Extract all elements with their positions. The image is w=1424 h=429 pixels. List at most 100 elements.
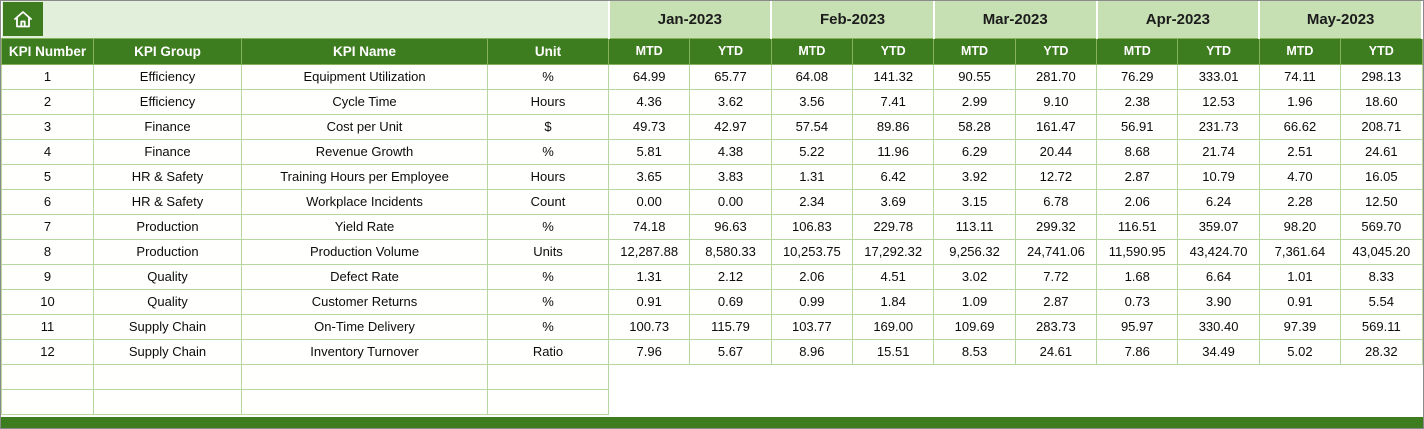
cell-value[interactable]: 42.97 bbox=[689, 113, 772, 140]
cell-kpi-group[interactable]: Supply Chain bbox=[93, 338, 242, 365]
month-header[interactable]: Mar-2023 bbox=[932, 1, 1098, 38]
cell-value[interactable]: 8.68 bbox=[1096, 138, 1179, 165]
cell-kpi-name[interactable]: Cycle Time bbox=[241, 88, 488, 115]
cell-empty[interactable] bbox=[1340, 389, 1422, 414]
cell-value[interactable]: 4.70 bbox=[1258, 163, 1342, 190]
column-header[interactable]: KPI Number bbox=[1, 37, 94, 65]
cell-value[interactable]: 298.13 bbox=[1340, 63, 1423, 90]
cell-unit[interactable]: % bbox=[487, 213, 609, 240]
cell-value[interactable]: 281.70 bbox=[1014, 63, 1098, 90]
sub-header-ytd[interactable]: YTD bbox=[1340, 37, 1423, 65]
cell-value[interactable]: 5.02 bbox=[1258, 338, 1342, 365]
month-header[interactable]: Apr-2023 bbox=[1095, 1, 1261, 38]
cell-value[interactable]: 24.61 bbox=[1014, 338, 1098, 365]
sub-header-mtd[interactable]: MTD bbox=[770, 37, 854, 65]
cell-empty[interactable] bbox=[241, 388, 488, 415]
cell-value[interactable]: 1.96 bbox=[1258, 88, 1342, 115]
cell-value[interactable]: 141.32 bbox=[852, 63, 935, 90]
cell-kpi-name[interactable]: Training Hours per Employee bbox=[241, 163, 488, 190]
cell-value[interactable]: 2.06 bbox=[770, 263, 854, 290]
cell-value[interactable]: 24.61 bbox=[1340, 138, 1423, 165]
cell-kpi-name[interactable]: Inventory Turnover bbox=[241, 338, 488, 365]
cell-value[interactable]: 11,590.95 bbox=[1096, 238, 1179, 265]
cell-value[interactable]: 1.01 bbox=[1258, 263, 1342, 290]
cell-kpi-name[interactable]: Production Volume bbox=[241, 238, 488, 265]
cell-value[interactable]: 57.54 bbox=[770, 113, 854, 140]
cell-value[interactable]: 5.67 bbox=[689, 338, 772, 365]
cell-value[interactable]: 11.96 bbox=[852, 138, 935, 165]
cell-value[interactable]: 299.32 bbox=[1014, 213, 1098, 240]
cell-value[interactable]: 74.18 bbox=[607, 213, 691, 240]
cell-value[interactable]: 64.08 bbox=[770, 63, 854, 90]
cell-empty[interactable] bbox=[608, 364, 690, 389]
cell-unit[interactable]: Count bbox=[487, 188, 609, 215]
cell-value[interactable]: 66.62 bbox=[1258, 113, 1342, 140]
cell-kpi-group[interactable]: Supply Chain bbox=[93, 313, 242, 340]
cell-value[interactable]: 1.31 bbox=[770, 163, 854, 190]
cell-empty[interactable] bbox=[1340, 364, 1422, 389]
cell-empty[interactable] bbox=[1015, 364, 1097, 389]
cell-value[interactable]: 2.38 bbox=[1096, 88, 1179, 115]
cell-kpi-group[interactable]: Finance bbox=[93, 113, 242, 140]
cell-value[interactable]: 16.05 bbox=[1340, 163, 1423, 190]
cell-kpi-number[interactable]: 4 bbox=[1, 138, 94, 165]
cell-value[interactable]: 0.00 bbox=[689, 188, 772, 215]
cell-empty[interactable] bbox=[1, 388, 94, 415]
cell-unit[interactable]: % bbox=[487, 288, 609, 315]
cell-value[interactable]: 12.53 bbox=[1177, 88, 1260, 115]
cell-value[interactable]: 103.77 bbox=[770, 313, 854, 340]
column-header[interactable]: Unit bbox=[487, 37, 609, 65]
cell-value[interactable]: 97.39 bbox=[1258, 313, 1342, 340]
cell-value[interactable]: 12.72 bbox=[1014, 163, 1098, 190]
cell-empty[interactable] bbox=[1096, 364, 1178, 389]
sub-header-ytd[interactable]: YTD bbox=[1014, 37, 1098, 65]
sub-header-mtd[interactable]: MTD bbox=[933, 37, 1016, 65]
cell-empty[interactable] bbox=[1177, 364, 1260, 389]
cell-empty[interactable] bbox=[93, 388, 242, 415]
cell-value[interactable]: 2.28 bbox=[1258, 188, 1342, 215]
cell-value[interactable]: 3.65 bbox=[607, 163, 691, 190]
cell-kpi-number[interactable]: 11 bbox=[1, 313, 94, 340]
cell-kpi-name[interactable]: Workplace Incidents bbox=[241, 188, 488, 215]
cell-value[interactable]: 8.53 bbox=[933, 338, 1016, 365]
cell-kpi-group[interactable]: HR & Safety bbox=[93, 188, 242, 215]
cell-value[interactable]: 231.73 bbox=[1177, 113, 1260, 140]
cell-kpi-name[interactable]: Defect Rate bbox=[241, 263, 488, 290]
cell-unit[interactable]: % bbox=[487, 313, 609, 340]
cell-kpi-group[interactable]: Production bbox=[93, 238, 242, 265]
cell-value[interactable]: 5.22 bbox=[770, 138, 854, 165]
cell-value[interactable]: 20.44 bbox=[1014, 138, 1098, 165]
cell-value[interactable]: 2.06 bbox=[1096, 188, 1179, 215]
cell-kpi-number[interactable]: 8 bbox=[1, 238, 94, 265]
cell-value[interactable]: 6.24 bbox=[1177, 188, 1260, 215]
cell-empty[interactable] bbox=[1, 363, 94, 390]
cell-value[interactable]: 569.70 bbox=[1340, 213, 1423, 240]
cell-value[interactable]: 1.31 bbox=[607, 263, 691, 290]
cell-value[interactable]: 5.54 bbox=[1340, 288, 1423, 315]
cell-kpi-name[interactable]: Customer Returns bbox=[241, 288, 488, 315]
cell-kpi-name[interactable]: Equipment Utilization bbox=[241, 63, 488, 90]
cell-empty[interactable] bbox=[852, 389, 934, 414]
cell-unit[interactable]: Ratio bbox=[487, 338, 609, 365]
cell-value[interactable]: 0.73 bbox=[1096, 288, 1179, 315]
cell-empty[interactable] bbox=[241, 363, 488, 390]
cell-empty[interactable] bbox=[1259, 389, 1341, 414]
column-header[interactable]: KPI Group bbox=[93, 37, 242, 65]
sub-header-mtd[interactable]: MTD bbox=[1258, 37, 1342, 65]
cell-value[interactable]: 24,741.06 bbox=[1014, 238, 1098, 265]
cell-value[interactable]: 98.20 bbox=[1258, 213, 1342, 240]
month-header[interactable]: May-2023 bbox=[1258, 1, 1423, 38]
home-button[interactable] bbox=[2, 2, 43, 36]
cell-value[interactable]: 106.83 bbox=[770, 213, 854, 240]
cell-unit[interactable]: % bbox=[487, 263, 609, 290]
cell-kpi-group[interactable]: Quality bbox=[93, 263, 242, 290]
cell-value[interactable]: 109.69 bbox=[933, 313, 1016, 340]
cell-value[interactable]: 359.07 bbox=[1177, 213, 1260, 240]
cell-empty[interactable] bbox=[1096, 389, 1178, 414]
cell-value[interactable]: 0.99 bbox=[770, 288, 854, 315]
cell-value[interactable]: 89.86 bbox=[852, 113, 935, 140]
cell-value[interactable]: 5.81 bbox=[607, 138, 691, 165]
cell-value[interactable]: 9,256.32 bbox=[933, 238, 1016, 265]
cell-kpi-number[interactable]: 2 bbox=[1, 88, 94, 115]
cell-value[interactable]: 333.01 bbox=[1177, 63, 1260, 90]
